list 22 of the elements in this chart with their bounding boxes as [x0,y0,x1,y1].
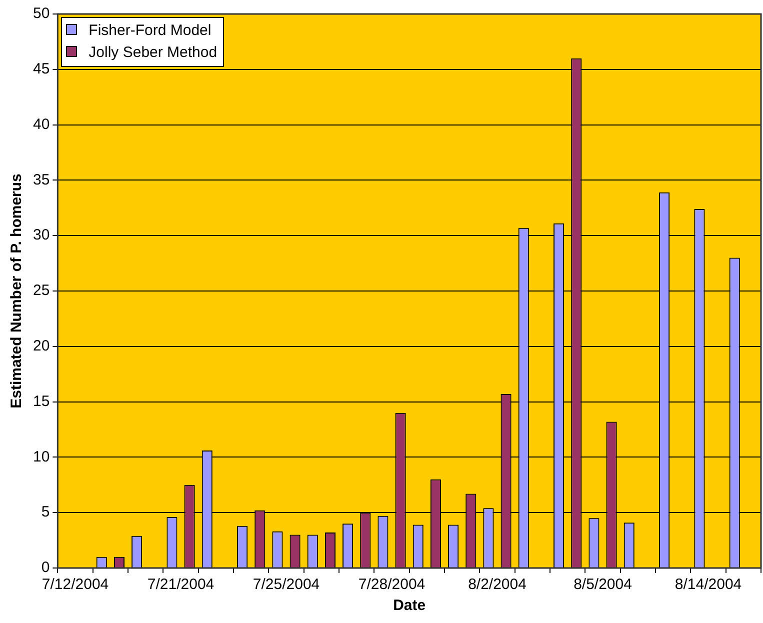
y-tick-label: 0 [41,559,50,576]
x-tick-label: 7/28/2004 [358,576,426,594]
y-tick-label: 15 [32,392,50,410]
y-tick-label: 50 [32,5,50,22]
y-tick-label: 25 [32,282,50,300]
legend-label: Jolly Seber Method [88,44,218,61]
y-axis-title: Estimated Number of P. homerus [8,174,26,408]
legend-label: Fisher-Ford Model [88,22,212,39]
x-axis-title: Date [393,597,426,614]
y-tick-label: 45 [32,60,50,78]
y-tick-label: 5 [41,504,50,521]
y-tick-label: 30 [32,226,50,244]
y-tick-label: 35 [32,171,50,188]
x-tick-label: 7/25/2004 [252,576,320,594]
x-tick-label: 7/21/2004 [147,576,214,594]
y-tick-label: 10 [32,448,50,466]
x-tick-label: 8/5/2004 [574,576,632,594]
x-tick-label: 8/14/2004 [674,576,742,594]
y-tick-label: 40 [32,116,50,133]
x-tick-label: 7/12/2004 [42,576,109,594]
x-tick-label: 8/2/2004 [468,576,526,594]
y-tick-label: 20 [32,338,50,355]
